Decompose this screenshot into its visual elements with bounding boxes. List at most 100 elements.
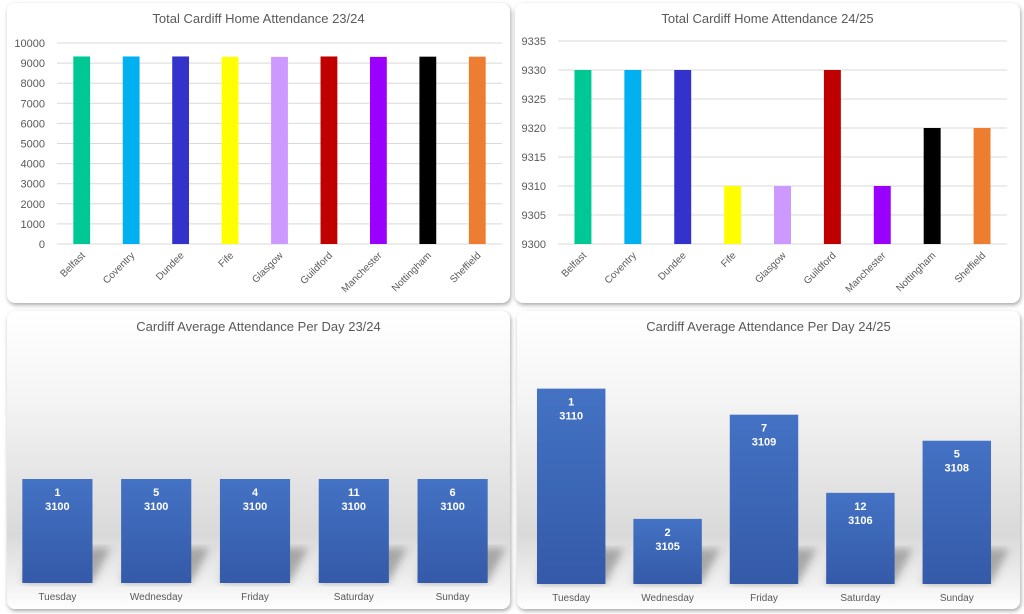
bar-chart-avg-day-23-24: 1 3100 Tuesday 5 3100 Wednesday 4 3100 Friday 11 3…: [22, 479, 506, 603]
bar-sheffield: [973, 128, 991, 244]
x-tick-label: Coventry: [101, 250, 137, 286]
bar-wednesday: [633, 518, 702, 584]
x-tick-label: Dundee: [656, 250, 689, 283]
data-label-count: 12: [854, 501, 866, 513]
data-label-count: 2: [665, 527, 671, 539]
x-tick-label: Tuesday: [552, 593, 590, 604]
data-label-count: 6: [450, 487, 456, 499]
bar-friday: [219, 479, 291, 583]
bar-chart-total-24-25: 9300 9305 9310 9315 9320 9325 9330 9335 Belfast C…: [522, 36, 1007, 295]
y-tick-label: 8000: [21, 78, 45, 90]
x-tick-label: Dundee: [154, 250, 187, 283]
chart-panel-total-24-25: Total Cardiff Home Attendance 24/25 9300…: [515, 3, 1020, 303]
y-tick-label: 3000: [21, 179, 45, 191]
x-tick-label: Coventry: [603, 250, 639, 286]
x-tick-label: Fife: [719, 250, 739, 270]
x-tick-label: Nottingham: [894, 250, 938, 294]
bar-glasgow: [774, 186, 791, 244]
y-tick-label: 2000: [21, 199, 45, 211]
y-tick-label: 10000: [14, 38, 45, 50]
data-label-value: 3105: [655, 541, 679, 553]
data-label-value: 3100: [243, 501, 267, 513]
bar-wednesday: [121, 479, 192, 583]
x-tick-label: Wednesday: [641, 593, 694, 604]
bar-sunday: [922, 440, 992, 584]
data-label-value: 3100: [144, 501, 168, 513]
data-label-value: 3106: [848, 515, 872, 527]
data-label-count: 5: [954, 449, 960, 461]
y-tick-label: 7000: [21, 98, 45, 110]
x-tick-label: Belfast: [560, 250, 590, 280]
bar-guildford: [320, 56, 338, 245]
x-tick-label: Saturday: [334, 592, 374, 603]
x-tick-label: Glasgow: [753, 250, 789, 286]
data-label-value: 3108: [945, 463, 969, 475]
x-tick-label: Wednesday: [130, 592, 183, 603]
bar-sunday: [417, 479, 488, 583]
x-tick-label: Manchester: [844, 250, 889, 295]
data-label-count: 5: [153, 487, 159, 499]
y-tick-label: 9310: [522, 181, 546, 193]
data-label-value: 3100: [45, 501, 69, 513]
bar-nottingham: [923, 128, 941, 244]
y-tick-label: 9335: [522, 36, 546, 48]
x-tick-label: Fife: [217, 250, 237, 270]
bar-friday: [729, 414, 799, 584]
chart-title: Total Cardiff Home Attendance 23/24: [152, 11, 365, 26]
x-tick-label: Friday: [750, 593, 778, 604]
x-tick-label: Sheffield: [448, 250, 483, 285]
y-tick-label: 9320: [522, 123, 546, 135]
data-label-count: 1: [568, 397, 574, 409]
x-tick-label: Sheffield: [953, 250, 988, 285]
data-label-value: 3100: [440, 501, 464, 513]
data-label-count: 11: [348, 487, 360, 499]
bar-nottingham: [419, 56, 437, 244]
chart-panel-avg-day-24-25: Cardiff Average Attendance Per Day 24/25…: [517, 311, 1020, 609]
data-label-value: 3100: [342, 501, 366, 513]
y-tick-label: 0: [39, 239, 45, 251]
y-tick-label: 9330: [522, 65, 546, 77]
x-tick-label: Saturday: [840, 593, 880, 604]
chart-panel-avg-day-23-24: Cardiff Average Attendance Per Day 23/24…: [7, 311, 510, 609]
data-label-count: 7: [761, 423, 767, 435]
bar-glasgow: [271, 56, 288, 244]
x-tick-label: Tuesday: [38, 592, 76, 603]
bar-saturday: [318, 479, 389, 583]
bar-manchester: [369, 56, 387, 244]
data-label-value: 3110: [559, 411, 583, 423]
data-label-count: 1: [54, 487, 60, 499]
bar-tuesday: [22, 479, 93, 583]
bar-sheffield: [468, 56, 486, 244]
x-tick-label: Guildford: [802, 250, 838, 286]
bar-dundee: [172, 56, 190, 245]
bar-belfast: [574, 70, 592, 244]
chart-title: Total Cardiff Home Attendance 24/25: [661, 11, 874, 26]
x-tick-label: Sunday: [436, 592, 470, 603]
bar-dundee: [674, 70, 692, 244]
y-tick-label: 9315: [522, 152, 546, 164]
bar-chart-total-23-24: 0 1000 2000 3000 4000 5000 6000 7000 8000 9000 100…: [14, 38, 502, 295]
y-tick-label: 6000: [21, 118, 45, 130]
y-tick-label: 9305: [522, 210, 546, 222]
bar-coventry: [624, 70, 642, 244]
x-tick-label: Friday: [241, 592, 269, 603]
bar-chart-avg-day-24-25: 1 3110 Tuesday 2 3105 Wednesday 7 3109 Friday 12 3…: [536, 388, 1010, 604]
chart-title: Cardiff Average Attendance Per Day 24/25: [646, 319, 891, 334]
y-tick-label: 5000: [21, 139, 45, 151]
x-tick-label: Belfast: [58, 250, 88, 280]
y-tick-label: 9000: [21, 58, 45, 70]
x-tick-label: Manchester: [340, 250, 385, 295]
bar-fife: [221, 56, 239, 244]
y-tick-label: 9325: [522, 94, 546, 106]
bar-saturday: [826, 492, 895, 584]
y-tick-label: 9300: [522, 239, 546, 251]
x-tick-label: Nottingham: [390, 250, 434, 294]
x-tick-label: Glasgow: [250, 250, 286, 286]
bar-guildford: [823, 70, 841, 244]
chart-title: Cardiff Average Attendance Per Day 23/24: [136, 319, 381, 334]
bar-coventry: [122, 56, 140, 245]
y-tick-label: 1000: [21, 219, 45, 231]
x-tick-label: Sunday: [940, 593, 974, 604]
y-tick-label: 4000: [21, 159, 45, 171]
chart-panel-total-23-24: Total Cardiff Home Attendance 23/24 0 100…: [7, 3, 510, 303]
